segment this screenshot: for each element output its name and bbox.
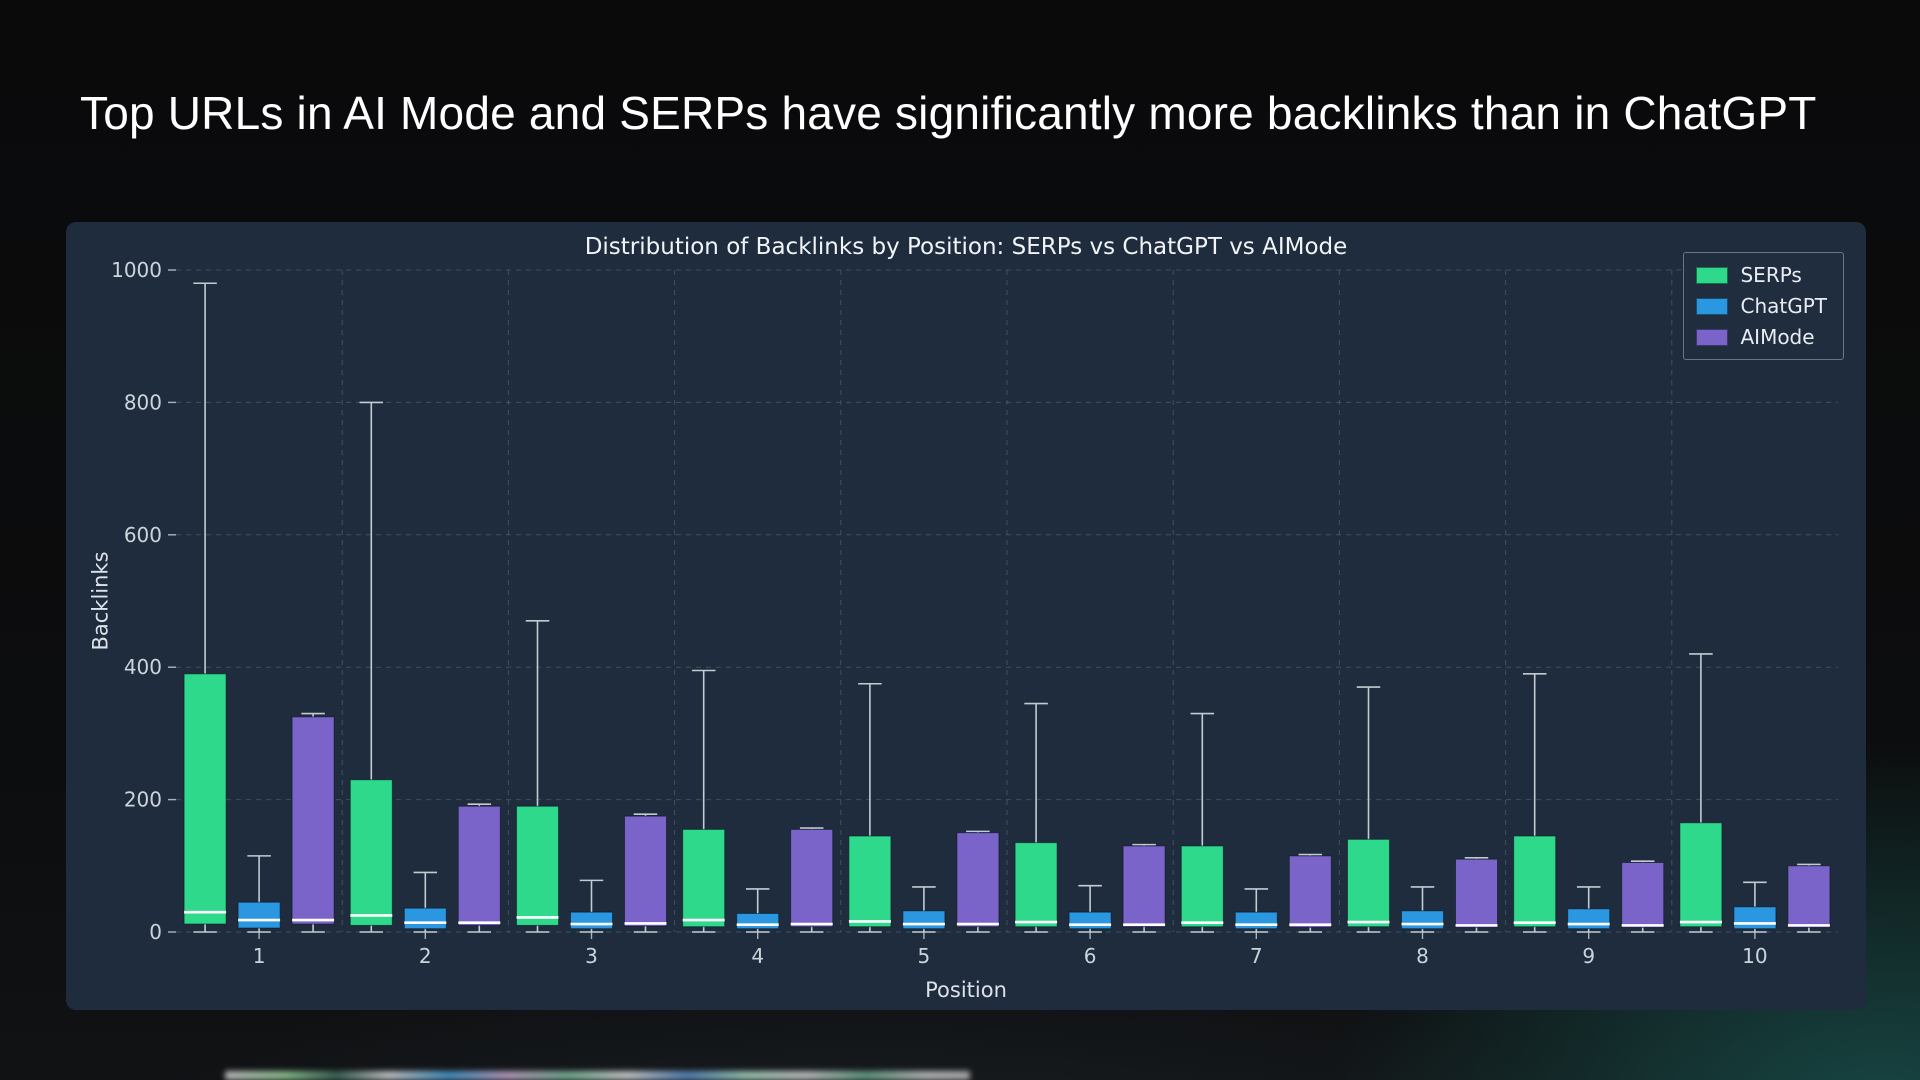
bottom-filmstrip-decoration — [225, 1071, 970, 1080]
page-title: Top URLs in AI Mode and SERPs have signi… — [80, 87, 1817, 139]
chart-title: Distribution of Backlinks by Position: S… — [584, 234, 1348, 260]
legend-item: AIMode — [1696, 325, 1827, 349]
legend-swatch — [1696, 297, 1729, 315]
svg-text:4: 4 — [751, 944, 764, 968]
legend: SERPs ChatGPT AIMode — [1683, 252, 1844, 360]
svg-text:0: 0 — [149, 920, 162, 944]
svg-text:1000: 1000 — [111, 258, 162, 282]
svg-text:2: 2 — [419, 944, 432, 968]
x-axis-label: Position — [925, 978, 1007, 1002]
legend-swatch — [1696, 266, 1729, 284]
svg-text:3: 3 — [585, 944, 598, 968]
svg-text:6: 6 — [1084, 944, 1097, 968]
legend-swatch — [1696, 328, 1729, 346]
legend-item: ChatGPT — [1696, 294, 1827, 318]
svg-text:7: 7 — [1250, 944, 1263, 968]
svg-text:8: 8 — [1416, 944, 1429, 968]
svg-text:9: 9 — [1582, 944, 1595, 968]
svg-text:400: 400 — [124, 655, 162, 679]
legend-label: AIMode — [1740, 325, 1815, 349]
legend-label: ChatGPT — [1740, 294, 1827, 318]
legend-item: SERPs — [1696, 263, 1827, 287]
svg-text:1: 1 — [253, 944, 266, 968]
legend-label: SERPs — [1740, 263, 1802, 287]
chart-panel: Distribution of Backlinks by Position: S… — [66, 222, 1866, 1010]
svg-text:5: 5 — [918, 944, 931, 968]
boxplot-svg: 0 200 400 600 800 1000 1 2 3 4 5 6 7 8 9 10 — [111, 258, 1838, 968]
y-axis-label: Backlinks — [89, 551, 114, 651]
svg-text:10: 10 — [1742, 944, 1767, 968]
svg-text:600: 600 — [124, 523, 162, 547]
svg-text:800: 800 — [124, 390, 162, 414]
y-axis-label-wrap: Backlinks — [84, 270, 118, 932]
svg-text:200: 200 — [124, 788, 162, 812]
